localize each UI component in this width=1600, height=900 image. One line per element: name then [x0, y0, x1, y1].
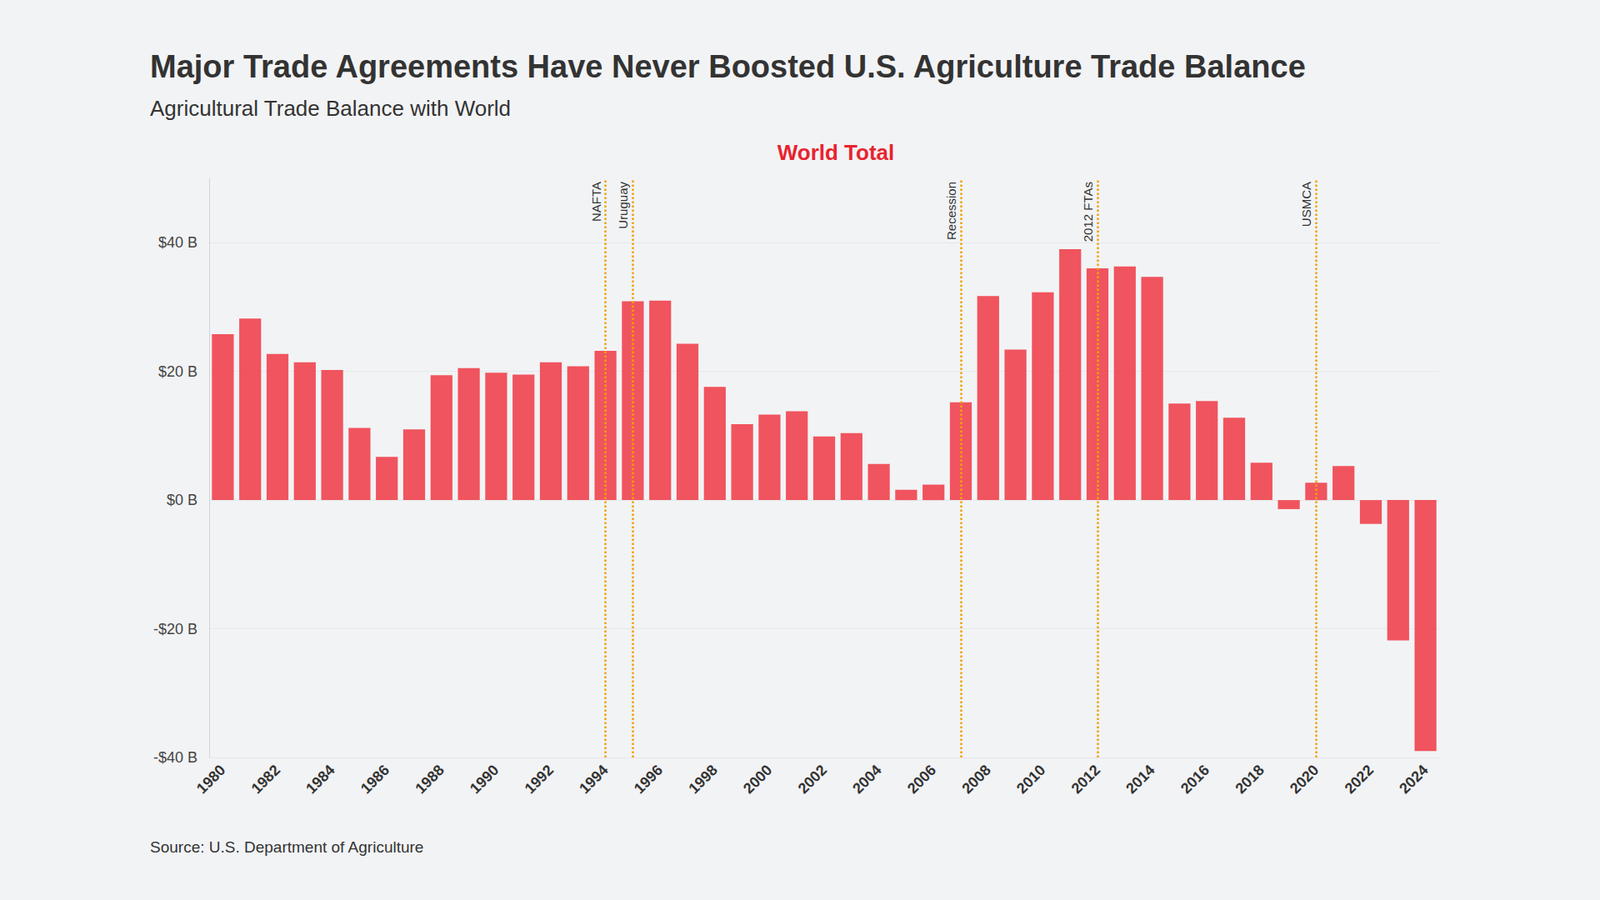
- svg-text:2014: 2014: [1122, 761, 1158, 797]
- svg-text:2000: 2000: [740, 761, 775, 797]
- svg-text:1984: 1984: [302, 761, 338, 797]
- svg-text:2016: 2016: [1177, 761, 1213, 797]
- svg-text:2024: 2024: [1395, 761, 1431, 797]
- svg-text:2010: 2010: [1013, 761, 1049, 797]
- svg-text:1992: 1992: [521, 761, 557, 797]
- svg-text:2012: 2012: [1068, 761, 1104, 797]
- svg-text:2002: 2002: [795, 761, 830, 797]
- svg-text:-$20 B: -$20 B: [153, 620, 198, 638]
- svg-text:Uruguay: Uruguay: [615, 181, 630, 230]
- svg-text:Recession: Recession: [944, 181, 959, 240]
- svg-text:Agricultural Trade Balance wit: Agricultural Trade Balance with World: [150, 95, 511, 121]
- svg-text:1980: 1980: [193, 761, 229, 797]
- svg-text:2008: 2008: [958, 761, 994, 797]
- svg-text:2020: 2020: [1286, 761, 1322, 797]
- svg-text:1982: 1982: [248, 761, 284, 797]
- svg-text:2004: 2004: [849, 761, 885, 797]
- svg-text:1998: 1998: [685, 761, 720, 797]
- svg-text:-$40 B: -$40 B: [153, 749, 198, 766]
- svg-text:1988: 1988: [411, 761, 447, 797]
- svg-text:NAFTA: NAFTA: [589, 181, 604, 222]
- svg-text:2006: 2006: [904, 761, 940, 797]
- svg-text:USMCA: USMCA: [1299, 181, 1314, 227]
- svg-text:$0 B: $0 B: [166, 491, 198, 509]
- svg-text:$40 B: $40 B: [158, 234, 198, 251]
- svg-text:Source: U.S. Department of Agr: Source: U.S. Department of Agriculture: [150, 838, 424, 856]
- svg-text:Major Trade Agreements Have Ne: Major Trade Agreements Have Never Booste…: [150, 49, 1306, 85]
- svg-text:1996: 1996: [630, 761, 666, 797]
- svg-text:World Total: World Total: [777, 140, 895, 165]
- svg-text:1990: 1990: [466, 761, 502, 797]
- svg-text:2022: 2022: [1341, 761, 1377, 797]
- svg-text:2018: 2018: [1231, 761, 1267, 797]
- svg-text:2012 FTAs: 2012 FTAs: [1080, 181, 1095, 242]
- svg-text:1994: 1994: [575, 761, 611, 797]
- svg-text:$20 B: $20 B: [158, 363, 198, 380]
- svg-text:1986: 1986: [357, 761, 393, 797]
